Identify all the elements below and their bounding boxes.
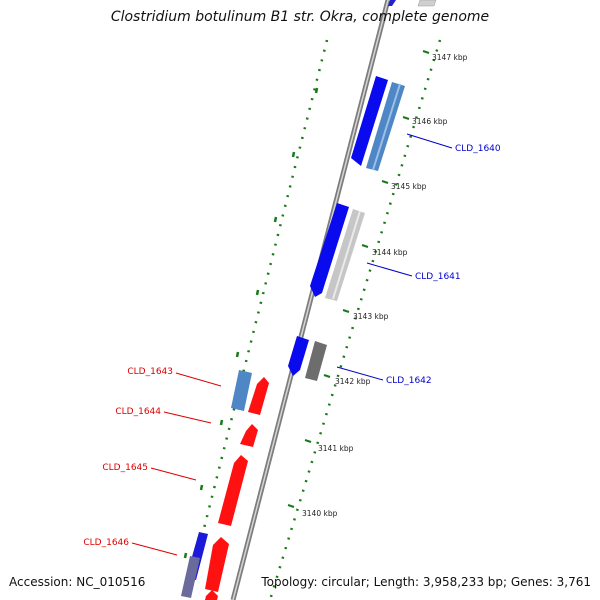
gene-label-cld-1645[interactable]: CLD_1645 xyxy=(102,463,148,473)
tick-label-3140: 3140 kbp xyxy=(302,509,338,518)
tick-label-3143: 3143 kbp xyxy=(353,312,389,321)
gene-label-cld-1643[interactable]: CLD_1643 xyxy=(127,367,173,377)
tick-labels: 3147 kbp 3146 kbp 3145 kbp 3144 kbp 3143… xyxy=(302,53,468,518)
gene-top-grey xyxy=(417,0,437,7)
outer-dotted-ring xyxy=(184,39,329,600)
gene-block-1646 xyxy=(181,532,229,600)
accession-text: Accession: NC_010516 xyxy=(9,575,146,589)
gene-label-cld-1640[interactable]: CLD_1640 xyxy=(455,144,501,154)
gene-label-cld-1646[interactable]: CLD_1646 xyxy=(83,538,129,548)
tick-label-3145: 3145 kbp xyxy=(391,182,427,191)
gene-block-1640 xyxy=(351,76,405,171)
tick-label-3147: 3147 kbp xyxy=(432,53,468,62)
gene-block-1643 xyxy=(231,370,269,415)
gene-block-1641 xyxy=(310,203,365,301)
tick-label-3142: 3142 kbp xyxy=(335,377,371,386)
gene-label-cld-1644[interactable]: CLD_1644 xyxy=(115,407,161,417)
tick-label-3146: 3146 kbp xyxy=(412,117,448,126)
genome-backbone-highlight xyxy=(232,0,389,600)
tick-label-3141: 3141 kbp xyxy=(318,444,354,453)
map-title: Clostridium botulinum B1 str. Okra, comp… xyxy=(110,9,490,25)
gene-label-cld-1642[interactable]: CLD_1642 xyxy=(386,376,432,386)
outer-ring-marks xyxy=(183,87,319,559)
tick-label-3144: 3144 kbp xyxy=(372,248,408,257)
genome-summary-text: Topology: circular; Length: 3,958,233 bp… xyxy=(261,575,591,589)
gene-block-1642 xyxy=(288,336,327,381)
inner-ring-ticks xyxy=(287,50,430,508)
gene-block-1644 xyxy=(240,424,258,447)
gene-block-1645 xyxy=(218,455,248,526)
gene-top-blue xyxy=(388,0,396,6)
gene-label-cld-1641[interactable]: CLD_1641 xyxy=(415,272,461,282)
label-leaders xyxy=(131,133,453,556)
